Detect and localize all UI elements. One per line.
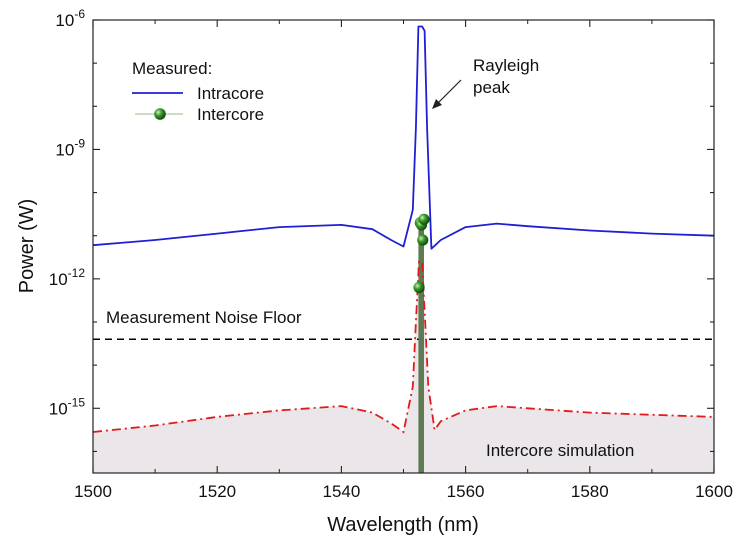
axis-ticks: 1500 1520 1540 1560 1580 1600 10-6 10-9 10-12 10-… <box>49 7 733 501</box>
rayleigh-arrow <box>432 79 462 109</box>
legend-label-intercore: Intercore <box>197 105 264 124</box>
intercore-point <box>417 234 429 246</box>
series-line-intercore-simulation <box>93 260 714 434</box>
y-tick-label: 10-9 <box>55 136 85 159</box>
x-tick-label: 1520 <box>198 482 236 501</box>
rayleigh-label-line2: peak <box>473 78 510 97</box>
intercore-point <box>418 213 430 225</box>
x-tick-label: 1500 <box>74 482 112 501</box>
x-tick-label: 1560 <box>447 482 485 501</box>
x-tick-label: 1600 <box>695 482 733 501</box>
y-tick-label: 10-6 <box>55 7 85 30</box>
y-tick-label: 10-15 <box>49 395 86 418</box>
legend-title: Measured: <box>132 59 212 78</box>
simulation-label: Intercore simulation <box>486 441 634 460</box>
legend: Measured: Intracore Intercore <box>132 59 264 124</box>
legend-swatch-intercore-marker <box>154 108 166 120</box>
series-line-intracore <box>93 25 714 250</box>
legend-label-intracore: Intracore <box>197 84 264 103</box>
y-tick-label: 10-12 <box>49 266 86 289</box>
x-tick-label: 1540 <box>322 482 360 501</box>
x-axis-title: Wavelength (nm) <box>327 514 479 536</box>
plot-area <box>93 25 714 473</box>
intercore-points <box>413 213 430 294</box>
intercore-bar <box>418 218 424 473</box>
x-tick-label: 1580 <box>571 482 609 501</box>
rayleigh-label-line1: Rayleigh <box>473 56 539 75</box>
noise-floor-label: Measurement Noise Floor <box>106 308 302 327</box>
simulation-shaded-area <box>93 261 714 473</box>
y-axis-title: Power (W) <box>16 199 38 293</box>
intercore-point <box>413 281 425 294</box>
